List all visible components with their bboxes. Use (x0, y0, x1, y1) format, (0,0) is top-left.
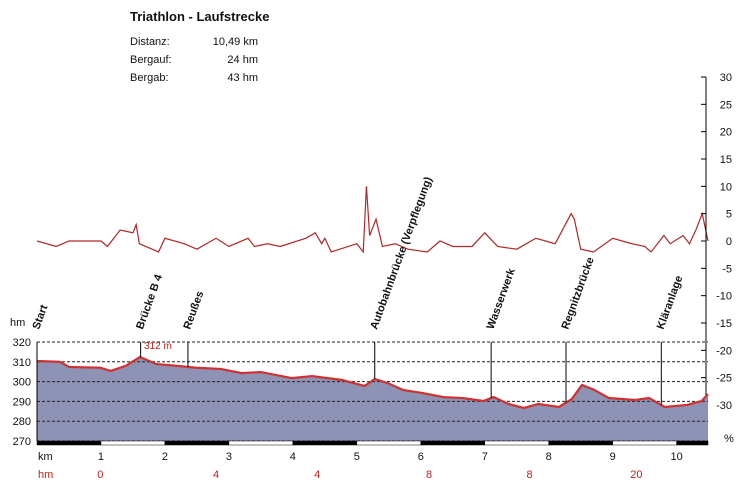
gradient-line (36, 186, 709, 254)
y2-tick-label: -30 (716, 400, 732, 412)
stat-label: Bergab: (130, 72, 169, 84)
km-segment (228, 440, 294, 446)
km-segment (164, 440, 230, 446)
elevation-line (36, 355, 709, 410)
y2-tick-label: 30 (720, 72, 732, 84)
x-tick-label: 7 (482, 451, 488, 463)
y2-tick-label: 5 (726, 209, 732, 221)
peak-label: 312 m (144, 341, 172, 352)
stat-label: Distanz: (130, 36, 170, 48)
km-segment (548, 440, 613, 446)
x-tick-label: 2 (162, 451, 168, 463)
y2-tick-label: -15 (716, 318, 732, 330)
landmark-label: Brücke B 4 (134, 272, 165, 331)
y-tick-label: 300 (13, 377, 31, 389)
stat-value: 43 hm (227, 72, 258, 84)
y2-tick-label: 0 (726, 236, 732, 248)
x-tick-label: 10 (671, 451, 683, 463)
stat-label: Bergauf: (130, 54, 172, 66)
x-tick-label: 1 (98, 451, 104, 463)
x-tick-label: 4 (290, 451, 296, 463)
landmark-label: Regnitzbrücke (560, 256, 597, 331)
y2-tick-label: 20 (720, 127, 732, 139)
km-segment (676, 440, 709, 446)
y2-tick-label: 10 (720, 181, 732, 193)
y2-tick-label: -25 (716, 373, 732, 385)
y-tick-label: 310 (13, 357, 31, 369)
y-tick-label: 290 (13, 396, 31, 408)
km-segment (292, 440, 358, 446)
km-segment (484, 440, 549, 446)
hm-row-value: 8 (426, 469, 432, 481)
km-segment (36, 440, 102, 446)
x-tick-label: 6 (418, 451, 424, 463)
hm-row-value: 8 (526, 469, 532, 481)
stat-value: 24 hm (227, 54, 258, 66)
hm-row-value: 20 (630, 469, 642, 481)
y-tick-label: 270 (13, 436, 31, 448)
x-tick-label: 5 (354, 451, 360, 463)
landmark-label: Reußes (182, 290, 207, 331)
x-tick-label: 3 (226, 451, 232, 463)
hm-row-value: 4 (213, 469, 219, 481)
km-segment (356, 440, 422, 446)
x-tick-label: 9 (610, 451, 616, 463)
km-segment (100, 440, 166, 446)
x-axis-label: km (38, 451, 53, 463)
km-segment (420, 440, 486, 446)
stat-value: 10,49 km (213, 36, 258, 48)
landmark-label: Kläranlage (655, 274, 686, 331)
y2-tick-label: 25 (720, 99, 732, 111)
chart-title: Triathlon - Laufstrecke (130, 9, 269, 24)
y-axis-label: hm (10, 317, 25, 329)
landmark-label: Wasserwerk (485, 266, 518, 331)
y2-tick-label: -5 (722, 263, 732, 275)
landmark-label: Start (31, 303, 51, 331)
hm-row-value: 0 (97, 469, 103, 481)
x-tick-label: 8 (546, 451, 552, 463)
hm-row-value: 4 (314, 469, 320, 481)
elevation-area (37, 357, 708, 441)
y-tick-label: 280 (13, 416, 31, 428)
y2-axis-label: % (724, 433, 734, 445)
km-segment (612, 440, 677, 446)
y2-tick-label: -20 (716, 345, 732, 357)
y2-tick-label: 15 (720, 154, 732, 166)
y-tick-label: 320 (13, 337, 31, 349)
hm-row-label: hm (38, 469, 53, 481)
landmark-label: Autobahnbrücke (Verpflegung) (368, 175, 435, 331)
y2-tick-label: -10 (716, 291, 732, 303)
